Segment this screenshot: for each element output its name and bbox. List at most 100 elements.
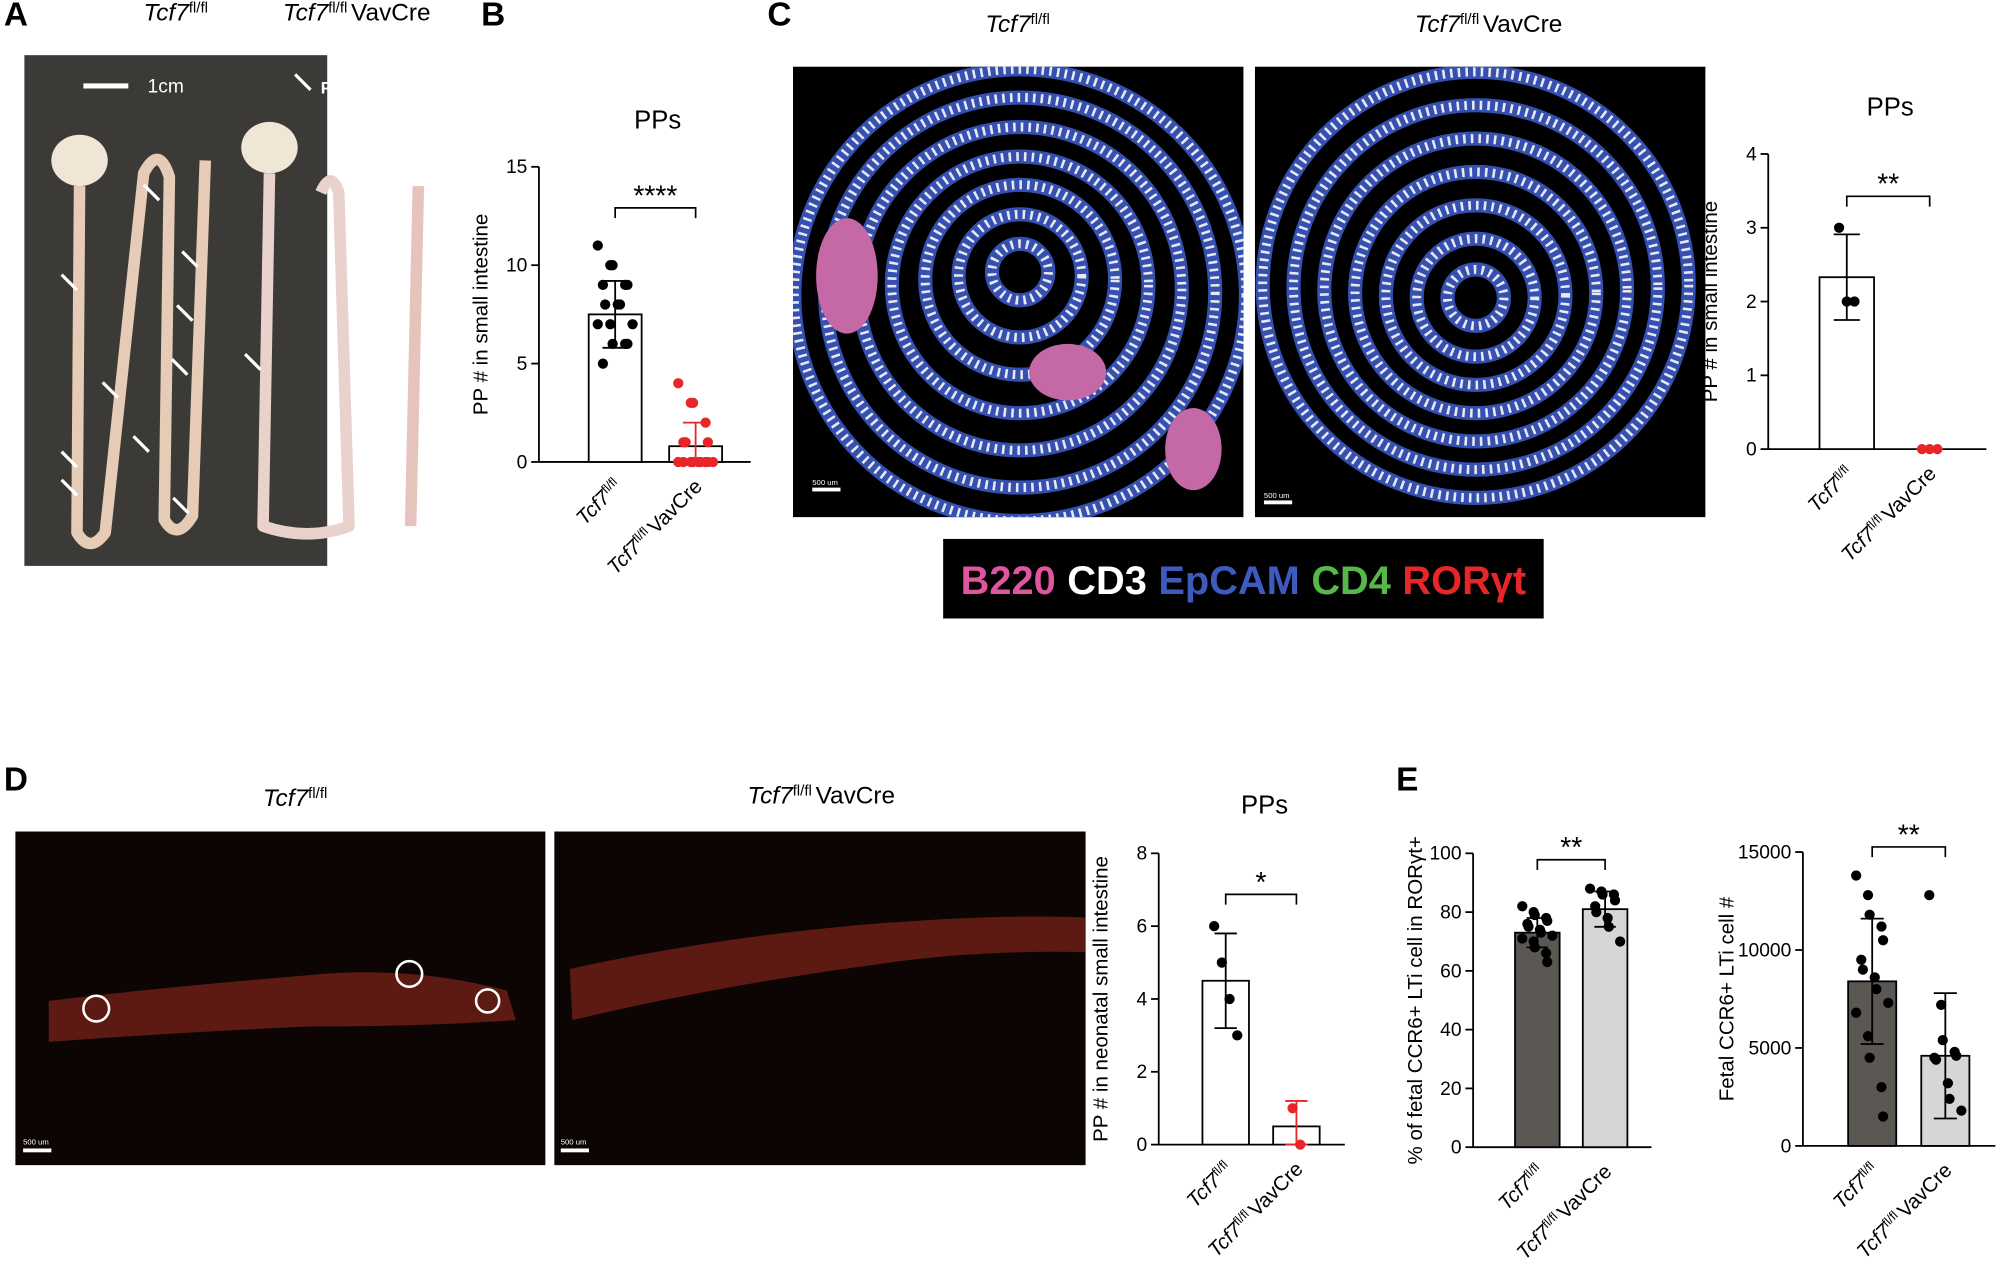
genotype-part: Tcf7 xyxy=(985,11,1032,38)
genotype-part: VavCre xyxy=(1483,11,1562,38)
y-axis-label: PP # in neonatal small intestine xyxy=(1089,856,1112,1142)
data-point xyxy=(1932,443,1943,455)
genotype-part: Tcf7 xyxy=(747,782,794,809)
significance-label: ** xyxy=(1560,831,1582,863)
y-tick-label: 60 xyxy=(1440,961,1461,982)
genotype-label: Tcf7fl/fl xyxy=(144,0,208,27)
data-point xyxy=(1535,927,1547,938)
significance-bracket xyxy=(1845,195,1931,207)
data-point xyxy=(1876,921,1887,932)
stain-legend: B220 CD3 EpCAM CD4 RORγt xyxy=(961,559,1527,603)
data-point xyxy=(1602,912,1613,924)
genotype-part: VavCre xyxy=(1893,1159,1957,1223)
y-tick-label: 8 xyxy=(1136,844,1147,865)
stain-legend-entry: EpCAM xyxy=(1158,559,1299,603)
chart-title: PPs xyxy=(634,106,681,134)
significance-label: ** xyxy=(1898,818,1920,850)
data-point xyxy=(1956,1105,1967,1116)
y-tick-label: 10000 xyxy=(1738,940,1792,961)
genotype-label: Tcf7fl/fl xyxy=(1802,461,1858,517)
data-point xyxy=(1856,954,1867,965)
genotype-part: VavCre xyxy=(1553,1160,1617,1224)
data-point xyxy=(1603,921,1614,932)
y-tick-label: 100 xyxy=(1429,844,1461,865)
data-point xyxy=(1916,443,1928,455)
data-point xyxy=(1517,901,1528,912)
stain-legend-entry: RORγt xyxy=(1402,559,1526,603)
data-point xyxy=(1862,890,1874,901)
significance-label: ** xyxy=(1877,168,1899,200)
data-point xyxy=(1849,296,1860,307)
scale-label: 500 um xyxy=(561,1138,587,1147)
y-tick-label: 10 xyxy=(506,256,527,277)
y-tick-label: 15000 xyxy=(1738,842,1792,863)
data-point xyxy=(1877,1111,1889,1122)
data-point xyxy=(702,456,714,468)
y-tick-label: 0 xyxy=(1781,1136,1792,1157)
y-axis-label: % of fetal CCR6+ LTi cell in RORγt+ xyxy=(1404,836,1427,1164)
data-point xyxy=(597,279,609,291)
genotype-part: fl/fl xyxy=(328,0,347,16)
genotype-part: Tcf7 xyxy=(263,785,310,812)
data-point xyxy=(607,338,618,350)
data-point xyxy=(680,437,691,448)
y-tick-label: 1 xyxy=(1746,366,1757,387)
data-point xyxy=(1232,1030,1243,1041)
panel-letter: C xyxy=(767,0,791,34)
genotype-label: Tcf7fl/fl xyxy=(263,784,327,811)
data-point xyxy=(678,456,689,468)
data-point xyxy=(1216,957,1227,968)
data-point xyxy=(605,319,616,330)
genotype-part: fl/fl xyxy=(308,784,327,801)
panel-letter: A xyxy=(4,0,28,34)
data-point xyxy=(1224,993,1235,1005)
significance-bracket xyxy=(1224,893,1298,905)
genotype-part: fl/fl xyxy=(1031,11,1050,28)
y-tick-label: 0 xyxy=(1451,1138,1462,1159)
data-point xyxy=(592,319,603,330)
data-point xyxy=(1523,921,1534,932)
panel-letter: E xyxy=(1396,761,1418,798)
scale-label: 500 um xyxy=(812,478,838,487)
genotype-part: Tcf7 xyxy=(1415,11,1462,38)
genotype-label: Tcf7fl/fl xyxy=(1181,1156,1237,1212)
bar xyxy=(1514,931,1561,1149)
data-point xyxy=(1547,930,1558,941)
significance-label: **** xyxy=(633,179,677,211)
data-point xyxy=(1857,964,1869,975)
data-point xyxy=(1287,1103,1298,1114)
scale-label: 500 um xyxy=(23,1138,49,1147)
data-point xyxy=(700,417,711,428)
genotype-part: fl/fl xyxy=(793,782,812,799)
bar xyxy=(1581,908,1629,1149)
y-tick-label: 0 xyxy=(1136,1135,1147,1156)
y-tick-label: 20 xyxy=(1440,1079,1461,1100)
significance-label: * xyxy=(1256,866,1267,898)
data-point xyxy=(600,299,611,310)
data-point xyxy=(622,338,633,350)
data-point xyxy=(1615,936,1626,947)
y-tick-label: 4 xyxy=(1746,144,1757,165)
significance-bracket xyxy=(1871,846,1947,858)
genotype-part: VavCre xyxy=(816,782,895,809)
data-point xyxy=(1295,1139,1306,1150)
chart-title: PPs xyxy=(1867,93,1914,121)
data-point xyxy=(1937,1034,1948,1046)
genotype-label: Tcf7fl/fl xyxy=(1493,1159,1549,1215)
genotype-part: Tcf7 xyxy=(283,0,330,27)
data-point xyxy=(1542,956,1553,968)
data-point xyxy=(1584,883,1596,894)
data-point xyxy=(1924,890,1935,901)
y-tick-label: 2 xyxy=(1746,292,1757,313)
microscopy-image xyxy=(15,831,1086,1166)
data-point xyxy=(1877,935,1889,946)
microscopy-image xyxy=(793,66,1706,619)
y-tick-label: 40 xyxy=(1440,1020,1461,1041)
scale-label: 500 um xyxy=(1264,491,1290,500)
scale-label: 1cm xyxy=(148,76,184,97)
data-point xyxy=(1209,921,1220,932)
data-point xyxy=(1862,1031,1874,1042)
